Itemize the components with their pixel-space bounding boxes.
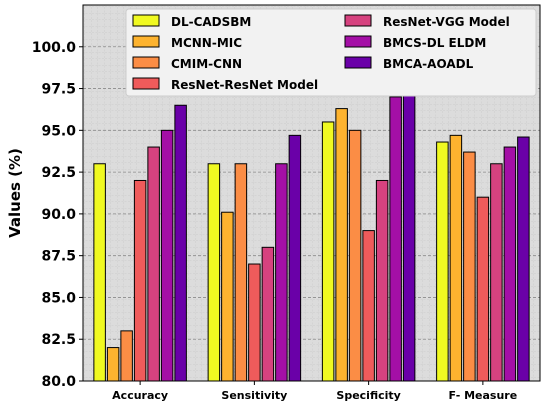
bar-4-f-measure: [476, 196, 490, 382]
bar-2-accuracy: [106, 347, 120, 382]
bar-6-sensitivity: [275, 163, 288, 382]
bar-7-f-measure: [517, 136, 530, 382]
x-tick-label: F- Measure: [449, 389, 518, 402]
bar-2-f-measure: [449, 134, 463, 382]
x-tick-label: Sensitivity: [221, 389, 287, 402]
bar-6-specificity: [389, 96, 402, 382]
y-tick-label: 100.0: [32, 40, 77, 56]
y-tick-label: 92.5: [41, 165, 76, 181]
bar-3-specificity: [348, 129, 362, 382]
bar-1-specificity: [321, 121, 335, 382]
legend-swatch: [132, 77, 160, 90]
bar-7-sensitivity: [288, 134, 302, 382]
legend: DL-CADSBM MCNN-MIC CMIM-CNN ResNet-ResNet M…: [125, 8, 537, 97]
y-axis: 80.0 82.5 85.0 87.5 90.0 92.5 95.0 97.5 100.0: [32, 40, 83, 390]
bar-3-accuracy: [120, 330, 133, 382]
y-tick-label: 82.5: [41, 332, 76, 348]
legend-box: [125, 8, 537, 97]
bar-5-specificity: [375, 179, 389, 382]
plot-frame: [82, 4, 541, 382]
y-tick-label: 87.5: [41, 249, 76, 265]
legend-label: BMCA-AOADL: [383, 57, 474, 71]
legend-swatch: [344, 14, 372, 27]
y-tick-label: 90.0: [41, 207, 76, 223]
y-tick-label: 80.0: [41, 374, 76, 390]
bar-1-f-measure: [436, 141, 449, 382]
bars-group: [93, 91, 530, 382]
legend-label: BMCS-DL ELDM: [383, 36, 486, 50]
legend-label: DL-CADSBM: [171, 15, 251, 29]
bar-6-f-measure: [503, 146, 517, 382]
y-axis-label: Values (%): [6, 148, 24, 238]
bar-6-accuracy: [160, 129, 174, 382]
x-axis: Accuracy Sensitivity Specificity F- Measure: [112, 381, 517, 402]
bar-7-specificity: [402, 91, 416, 382]
bar-5-accuracy: [147, 146, 160, 382]
legend-swatch: [344, 56, 372, 69]
bar-3-f-measure: [463, 151, 476, 382]
bar-1-accuracy: [93, 163, 106, 382]
bar-4-accuracy: [133, 179, 147, 382]
x-tick-label: Accuracy: [112, 389, 168, 402]
legend-label: ResNet-ResNet Model: [171, 78, 318, 92]
legend-label: MCNN-MIC: [171, 36, 242, 50]
legend-swatch: [132, 14, 160, 27]
legend-label: CMIM-CNN: [171, 57, 242, 71]
bar-4-sensitivity: [248, 263, 261, 382]
y-tick-label: 85.0: [41, 290, 76, 306]
y-tick-label: 97.5: [41, 82, 76, 98]
bar-1-sensitivity: [207, 163, 221, 382]
legend-label: ResNet-VGG Model: [383, 15, 510, 29]
bar-2-specificity: [335, 108, 348, 382]
bar-5-sensitivity: [261, 246, 275, 382]
bar-3-sensitivity: [234, 163, 248, 382]
bar-7-accuracy: [174, 104, 187, 382]
legend-swatch: [132, 56, 160, 69]
legend-swatch: [344, 35, 372, 48]
bar-2-sensitivity: [221, 211, 234, 382]
legend-swatch: [132, 35, 160, 48]
x-tick-label: Specificity: [336, 389, 400, 402]
bar-4-specificity: [362, 230, 375, 382]
bar-5-f-measure: [490, 163, 503, 382]
y-tick-label: 95.0: [41, 123, 76, 139]
